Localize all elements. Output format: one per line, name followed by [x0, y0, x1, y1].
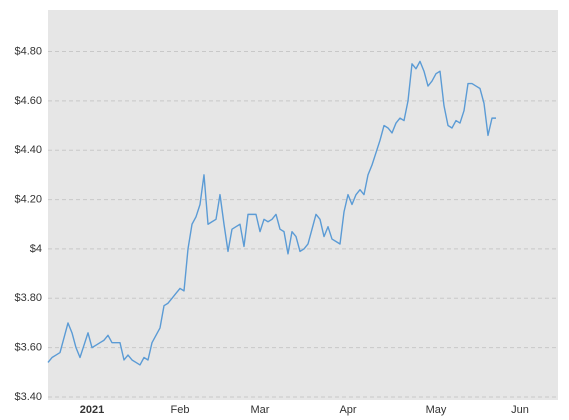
y-tick-label: $4.20: [14, 193, 42, 205]
plot-area: [48, 10, 558, 400]
x-tick-label: May: [426, 404, 447, 416]
y-tick-label: $4.60: [14, 95, 42, 107]
price-line: [47, 60, 496, 366]
x-tick-label: Jun: [511, 404, 529, 416]
x-tick-label: Apr: [339, 404, 356, 416]
y-tick-label: $4.40: [14, 144, 42, 156]
x-tick-label: Feb: [171, 404, 190, 416]
y-tick-label: $3.40: [14, 391, 42, 403]
x-tick-label: 2021: [80, 404, 104, 416]
y-tick-label: $4: [30, 243, 42, 255]
y-tick-label: $3.80: [14, 292, 42, 304]
y-tick-label: $4.80: [14, 45, 42, 57]
y-tick-label: $3.60: [14, 342, 42, 354]
x-tick-label: Mar: [251, 404, 270, 416]
